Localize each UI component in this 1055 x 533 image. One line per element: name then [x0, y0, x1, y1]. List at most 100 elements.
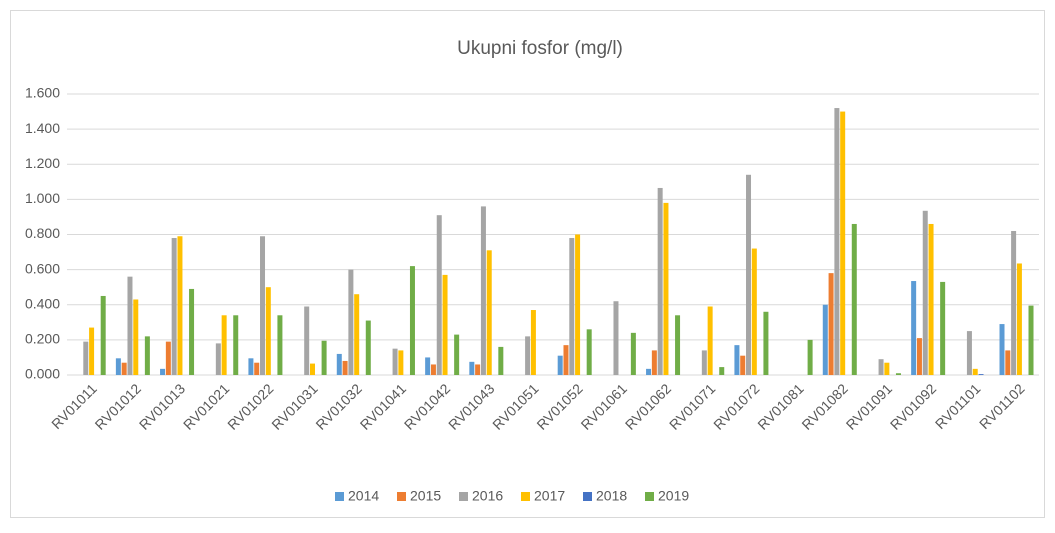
bar: [425, 357, 431, 375]
bar: [569, 238, 575, 375]
legend-swatch: [397, 492, 406, 501]
bar: [646, 368, 652, 375]
y-tick-label: 1.600: [25, 85, 60, 101]
bar: [121, 362, 127, 375]
bar: [392, 348, 398, 375]
bar: [160, 368, 166, 375]
bar: [530, 310, 536, 375]
bar: [475, 364, 481, 375]
bar: [265, 287, 271, 375]
bar: [586, 329, 592, 375]
bar: [940, 281, 946, 375]
bar: [734, 345, 740, 375]
bar: [663, 202, 669, 375]
bar: [719, 367, 725, 375]
bar: [498, 346, 504, 375]
y-tick-label: 1.200: [25, 155, 60, 171]
bar: [133, 299, 139, 375]
bar: [657, 187, 663, 375]
chart-border: [10, 10, 1045, 518]
bar: [828, 273, 834, 375]
legend-swatch: [521, 492, 530, 501]
bar: [233, 315, 239, 375]
legend-label: 2015: [410, 488, 441, 504]
bar: [966, 331, 972, 375]
bar: [354, 294, 360, 375]
y-tick-label: 0.600: [25, 260, 60, 276]
bar: [165, 341, 171, 375]
y-tick-label: 0.000: [25, 366, 60, 382]
bar: [430, 364, 436, 375]
bar: [1028, 305, 1034, 375]
bar: [613, 301, 619, 375]
bar: [336, 353, 342, 375]
bar: [575, 234, 581, 375]
legend-label: 2019: [658, 488, 689, 504]
bar: [342, 360, 348, 375]
bar: [171, 238, 177, 375]
bar: [348, 269, 354, 375]
legend-label: 2017: [534, 488, 565, 504]
legend-swatch: [459, 492, 468, 501]
bar: [480, 206, 486, 375]
bar: [310, 363, 315, 375]
bar: [486, 250, 492, 375]
bar: [1016, 263, 1022, 375]
bar: [651, 350, 657, 375]
bar: [884, 362, 890, 375]
bar: [525, 336, 531, 375]
bar: [751, 248, 757, 375]
bar: [260, 236, 266, 375]
bar: [878, 359, 884, 375]
bar: [454, 334, 460, 375]
legend-swatch: [645, 492, 654, 501]
bar: [701, 350, 707, 375]
bar: [442, 274, 448, 375]
bar: [83, 341, 89, 375]
bar: [746, 174, 752, 375]
y-tick-label: 0.200: [25, 331, 60, 347]
bar: [144, 336, 150, 375]
bar: [469, 361, 475, 375]
bar: [409, 266, 415, 375]
bar: [978, 374, 984, 375]
bar: [895, 373, 901, 375]
bar: [928, 223, 934, 375]
bar: [277, 315, 283, 375]
bar: [911, 281, 917, 375]
chart-title: Ukupni fosfor (mg/l): [457, 38, 623, 59]
bar: [1005, 350, 1011, 375]
bar: [563, 345, 569, 375]
bar: [557, 355, 563, 375]
bar: [851, 223, 857, 375]
bar: [1011, 230, 1017, 375]
bar: [365, 320, 371, 375]
bar: [999, 324, 1005, 375]
bar: [916, 338, 922, 375]
bar: [221, 315, 227, 375]
bar: [922, 210, 928, 375]
bar: [254, 362, 260, 375]
bar: [115, 358, 121, 375]
legend-label: 2014: [348, 488, 379, 504]
bar: [189, 288, 195, 375]
legend-label: 2018: [596, 488, 627, 504]
legend-label: 2016: [472, 488, 503, 504]
bar: [707, 306, 713, 375]
bar: [630, 332, 636, 375]
bar: [840, 111, 846, 375]
bar: [740, 355, 746, 375]
bar: [807, 339, 813, 375]
legend-swatch: [583, 492, 592, 501]
bar: [675, 315, 681, 375]
y-tick-label: 0.400: [25, 295, 60, 311]
legend-swatch: [335, 492, 344, 501]
bar: [972, 368, 978, 375]
bar: [304, 306, 310, 375]
bar: [248, 358, 254, 375]
bar: [436, 215, 442, 375]
bar: [89, 327, 95, 375]
bar: [177, 236, 183, 375]
bar: [398, 350, 404, 375]
